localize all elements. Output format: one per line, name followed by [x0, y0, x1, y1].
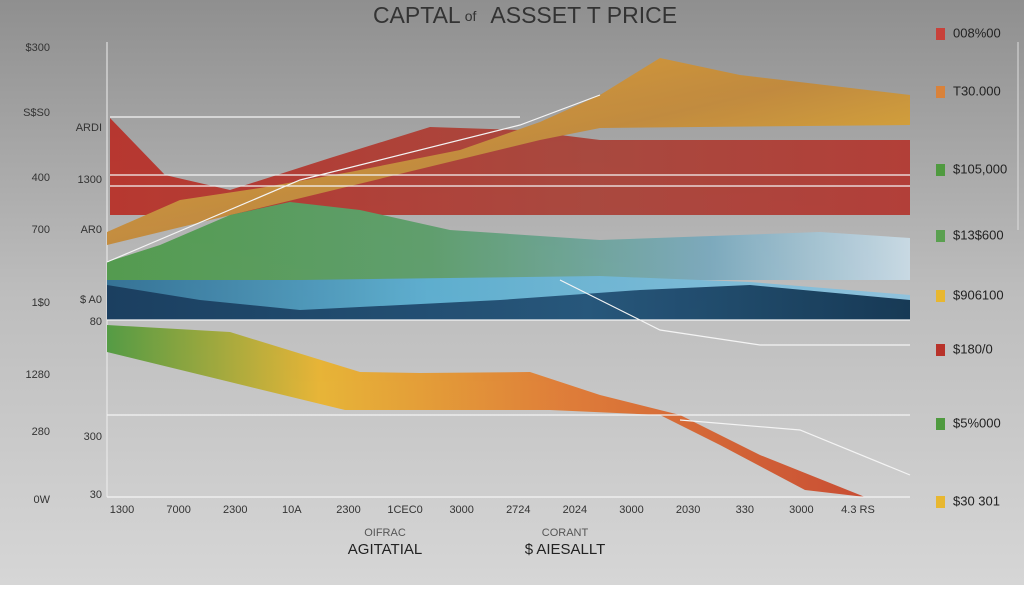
legend-swatch	[936, 344, 945, 356]
left-label: $300	[26, 42, 50, 54]
caption-small: CORANT	[542, 527, 589, 539]
left-label: 1280	[26, 369, 50, 381]
legend-swatch	[936, 496, 945, 508]
legend-swatch	[936, 290, 945, 302]
inner-label: 1300	[78, 174, 102, 186]
x-tick-label: 2300	[223, 504, 247, 516]
inner-label: ARDI	[76, 122, 102, 134]
inner-label: 30	[90, 489, 102, 501]
left-label: 1$0	[32, 297, 50, 309]
legend-label: 008%00	[953, 25, 1001, 40]
caption-small: OIFRAC	[364, 527, 406, 539]
x-tick-label: 4.3 RS	[841, 504, 875, 516]
x-tick-label: 330	[736, 504, 754, 516]
x-tick-label: 3000	[789, 504, 813, 516]
x-tick-label: 7000	[166, 504, 190, 516]
legend-label: $30 301	[953, 493, 1000, 508]
left-label: S$S0	[23, 107, 50, 119]
inner-label: 80	[90, 316, 102, 328]
legend-swatch	[936, 86, 945, 98]
x-tick-label: 3000	[449, 504, 473, 516]
x-tick-label: 3000	[619, 504, 643, 516]
x-tick-label: 2724	[506, 504, 530, 516]
legend-swatch	[936, 28, 945, 40]
legend-swatch	[936, 230, 945, 242]
guide-line	[679, 419, 911, 476]
legend-label: $5%000	[953, 415, 1001, 430]
chart-title: CAPTAL of ASSSET T PRICE	[373, 2, 677, 28]
caption-large: $ AIESALLT	[525, 541, 606, 558]
left-label: 0W	[34, 494, 51, 506]
area	[107, 58, 910, 245]
area	[107, 285, 910, 320]
legend-label: $105,000	[953, 161, 1007, 176]
legend-label: $180/0	[953, 341, 993, 356]
legend-swatch	[936, 164, 945, 176]
left-label: 700	[32, 224, 50, 236]
title-part: ASSSET T PRICE	[490, 2, 677, 28]
title-part: CAPTAL	[373, 2, 461, 28]
title-part: of	[465, 8, 477, 24]
area	[107, 325, 865, 497]
guide-line	[559, 279, 910, 346]
area	[107, 202, 910, 280]
inner-label: $ A0	[80, 294, 102, 306]
legend-label: T30.000	[953, 83, 1001, 98]
caption-large: AGITATIAL	[348, 541, 422, 558]
legend-swatch	[936, 418, 945, 430]
x-tick-label: 1300	[110, 504, 134, 516]
inner-label: 300	[84, 431, 102, 443]
guide-line	[106, 94, 601, 263]
legend-label: $13$600	[953, 227, 1004, 242]
x-tick-label: 2024	[563, 504, 587, 516]
areas	[107, 58, 910, 497]
x-tick-label: 1CEC0	[387, 504, 422, 516]
guide-lines	[106, 94, 911, 498]
x-tick-label: 10A	[282, 504, 302, 516]
inner-label: AR0	[81, 224, 102, 236]
x-tick-label: 2300	[336, 504, 360, 516]
left-label: 400	[32, 172, 50, 184]
x-tick-label: 2030	[676, 504, 700, 516]
legend-label: $906100	[953, 287, 1004, 302]
left-label: 280	[32, 426, 50, 438]
